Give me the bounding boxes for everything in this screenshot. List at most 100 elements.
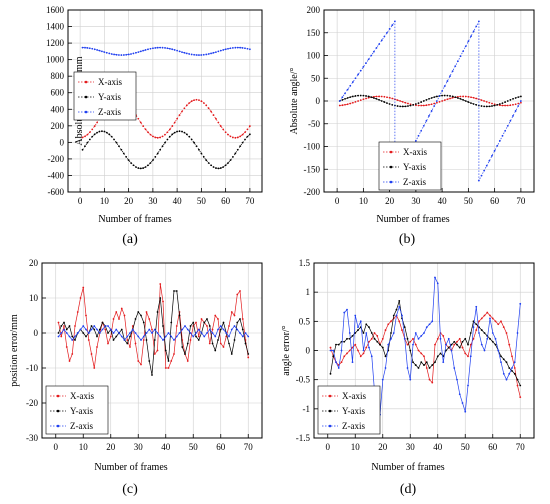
data-point: [166, 47, 169, 50]
data-point: [151, 332, 153, 334]
data-point: [74, 335, 76, 338]
legend: X-axis Y-axis Z-axis: [45, 385, 109, 435]
data-point: [210, 110, 212, 113]
data-point: [84, 135, 86, 138]
data-point: [246, 135, 249, 138]
data-point: [98, 332, 101, 334]
data-point: [433, 96, 436, 99]
data-point: [501, 104, 504, 107]
data-point: [445, 343, 447, 346]
data-point: [219, 328, 222, 331]
data-point: [219, 167, 222, 169]
data-point: [228, 342, 230, 345]
y-tick-label: -400: [48, 170, 65, 180]
data-point: [91, 135, 94, 138]
data-point: [512, 115, 514, 117]
data-point: [380, 39, 383, 42]
data-point: [517, 96, 520, 99]
data-point: [511, 367, 513, 369]
data-point: [96, 131, 98, 134]
panel-label: (a): [122, 232, 138, 247]
data-point: [175, 325, 178, 327]
data-point: [343, 340, 346, 343]
data-point: [82, 332, 85, 334]
data-point: [513, 361, 516, 364]
data-point: [434, 361, 436, 364]
data-point: [246, 128, 249, 131]
data-point: [462, 99, 465, 101]
data-point: [449, 75, 451, 78]
data-point: [113, 53, 115, 56]
data-point: [517, 105, 520, 107]
data-point: [74, 325, 76, 327]
data-point: [500, 361, 502, 364]
data-point: [445, 349, 447, 352]
data-point: [198, 148, 200, 151]
data-point: [388, 28, 391, 30]
data-point: [248, 48, 251, 51]
data-point: [107, 332, 109, 334]
data-point: [514, 97, 517, 99]
data-point: [343, 311, 346, 314]
series-line: [330, 312, 521, 398]
data-point: [428, 323, 431, 326]
data-point: [241, 318, 244, 320]
data-point: [178, 50, 181, 53]
data-point: [386, 96, 388, 99]
data-point: [351, 95, 354, 98]
data-point: [438, 100, 441, 103]
data-point: [401, 105, 404, 108]
data-point: [442, 335, 445, 337]
data-point: [156, 46, 159, 49]
data-point: [122, 54, 125, 56]
data-point: [107, 325, 109, 327]
data-point: [207, 53, 210, 55]
data-point: [144, 166, 147, 168]
data-point: [118, 54, 120, 56]
data-point: [483, 169, 486, 172]
x-axis-title: Number of frames: [98, 214, 171, 225]
legend-marker: [56, 424, 60, 428]
data-point: [181, 130, 183, 133]
data-point: [362, 98, 365, 101]
data-point: [519, 302, 522, 305]
data-point: [483, 349, 486, 352]
data-point: [103, 51, 106, 53]
data-point: [244, 47, 246, 50]
data-point: [206, 332, 208, 334]
chart-panel: 0 10 20 30 40 50 60 70 -600 -400 -200 0 200 400 600 800…: [46, 5, 263, 247]
data-point: [357, 349, 359, 352]
y-tick-label: -100: [304, 142, 321, 152]
data-point: [101, 328, 104, 331]
data-point: [175, 290, 178, 292]
data-point: [354, 100, 357, 103]
data-point: [338, 100, 341, 102]
data-point: [367, 96, 370, 99]
data-point: [130, 162, 132, 164]
x-tick-label: 20: [385, 196, 395, 206]
legend-label: Z-axis: [98, 107, 121, 117]
data-point: [63, 321, 65, 324]
y-tick-label: 1: [306, 287, 311, 297]
data-point: [239, 135, 242, 138]
data-point: [420, 104, 423, 107]
data-point: [498, 103, 501, 105]
data-point: [467, 384, 469, 387]
data-point: [241, 133, 244, 136]
data-point: [176, 117, 179, 120]
legend-label: Y-axis: [98, 92, 121, 102]
data-point: [222, 49, 225, 51]
data-point: [414, 103, 417, 105]
data-point: [359, 94, 362, 97]
data-point: [84, 145, 86, 148]
data-point: [354, 343, 357, 346]
data-point: [76, 332, 79, 334]
data-point: [494, 337, 497, 340]
data-point: [96, 121, 98, 124]
data-point: [357, 94, 360, 97]
data-point: [82, 325, 85, 327]
data-point: [483, 332, 486, 334]
data-point: [428, 98, 430, 100]
data-point: [186, 328, 189, 331]
data-point: [443, 94, 446, 97]
